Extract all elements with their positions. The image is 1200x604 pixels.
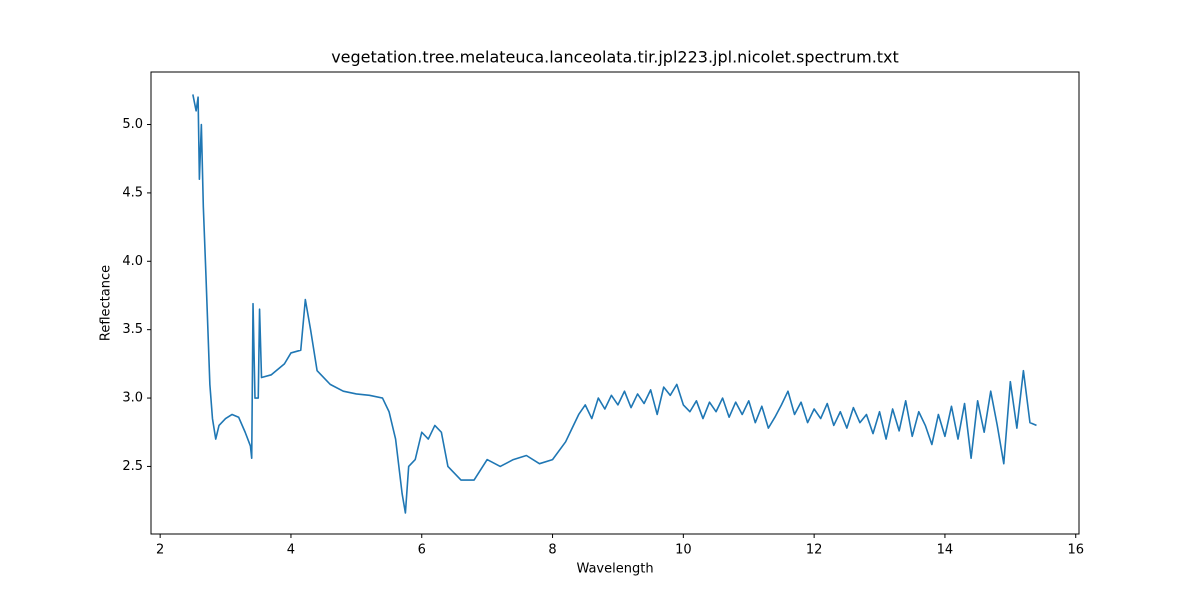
x-tick-label: 12 [806, 543, 823, 558]
x-tick-label: 10 [675, 543, 692, 558]
y-tick-label: 5.0 [122, 117, 143, 132]
x-tick-label: 16 [1067, 543, 1084, 558]
x-tick-label: 4 [287, 543, 295, 558]
x-tick-label: 8 [548, 543, 556, 558]
chart-title: vegetation.tree.melateuca.lanceolata.tir… [331, 48, 899, 67]
y-axis-label: Reflectance [99, 265, 114, 341]
x-tick-label: 2 [156, 543, 164, 558]
plot-frame [150, 71, 1080, 535]
y-tick-label: 3.5 [122, 322, 143, 337]
x-tick-label: 14 [937, 543, 954, 558]
spectrum-line [192, 94, 1037, 514]
y-tick-label: 4.0 [122, 254, 143, 269]
y-tick-label: 2.5 [122, 459, 143, 474]
y-tick-label: 4.5 [122, 185, 143, 200]
y-tick-label: 3.0 [122, 391, 143, 406]
x-axis-label: Wavelength [576, 562, 653, 577]
x-tick-label: 6 [418, 543, 426, 558]
